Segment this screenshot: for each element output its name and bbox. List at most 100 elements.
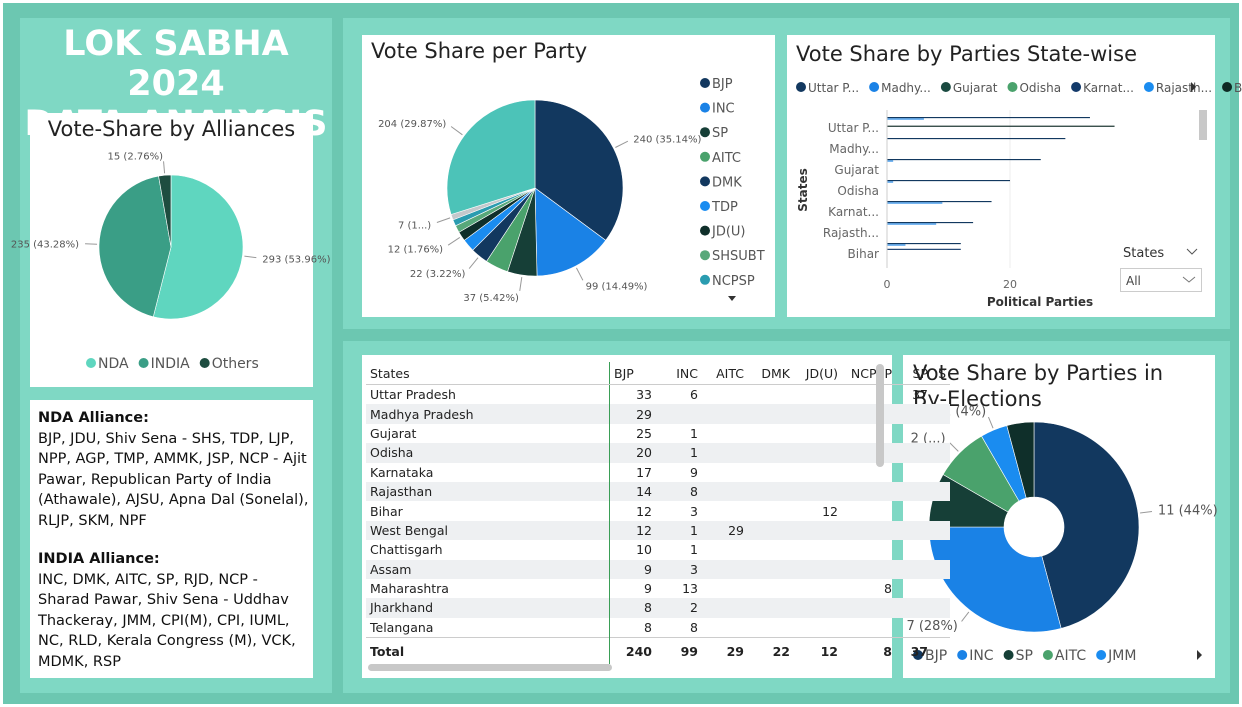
- table-cell: 25: [636, 425, 652, 441]
- table-cell: [748, 385, 794, 405]
- table-cell: Madhya Pradesh: [366, 404, 610, 424]
- table-cell: [896, 540, 932, 559]
- table-row: Jharkhand 8 2: [366, 598, 950, 618]
- column-header: INC: [656, 362, 702, 385]
- title-line: DATA ANALYSIS: [24, 104, 328, 144]
- total-cell: 22: [748, 637, 794, 665]
- table-cell: 33: [636, 387, 652, 403]
- table-row: Assam 9 3: [366, 559, 950, 579]
- table-cell: Jharkhand: [366, 598, 610, 618]
- chart-title: Vote Share by Parties in By-Elections: [913, 361, 1164, 411]
- chart-title: Vote-Share by Alliances: [47, 117, 296, 141]
- table-cell: [748, 501, 794, 520]
- table-row: Uttar Pradesh 33 6 37: [366, 384, 950, 405]
- table-cell: [896, 618, 932, 638]
- table-cell: [794, 521, 842, 540]
- table-cell: 8: [884, 581, 892, 597]
- table-cell: [896, 404, 932, 423]
- table-cell: Rajasthan: [366, 481, 610, 502]
- table-cell: [794, 385, 842, 405]
- alliance-notes: NDA Alliance: BJP, JDU, Shiv Sena - SHS, …: [38, 408, 310, 690]
- table-cell: Telangana: [366, 617, 610, 638]
- column-header: S: [932, 362, 950, 385]
- table-cell: 29: [728, 522, 744, 538]
- table-cell: [932, 463, 950, 482]
- table-row: Telangana 8 8: [366, 617, 950, 638]
- table-cell: 1: [690, 542, 698, 558]
- table-cell: [842, 560, 896, 579]
- table-cell: 1: [690, 445, 698, 461]
- table-cell: [656, 404, 702, 423]
- table-cell: [932, 501, 950, 520]
- table-cell: [748, 598, 794, 617]
- table-cell: [932, 385, 950, 405]
- table-cell: 3: [690, 503, 698, 519]
- table-cell: [794, 482, 842, 501]
- total-cell: 8: [842, 637, 896, 665]
- table-cell: Assam: [366, 559, 610, 579]
- table-row: Madhya Pradesh 29: [366, 404, 950, 424]
- table-cell: Karnataka: [366, 462, 610, 482]
- table-cell: [932, 404, 950, 423]
- table-cell: Bihar: [366, 501, 610, 521]
- alliance-block: INDIA Alliance: INC, DMK, AITC, SP, RJD, …: [38, 549, 310, 672]
- table-cell: [748, 521, 794, 540]
- total-cell: Total: [366, 637, 610, 665]
- table-cell: 3: [690, 561, 698, 577]
- table-cell: Odisha: [366, 443, 610, 463]
- table-cell: 9: [644, 561, 652, 577]
- title-line: LOK SABHA 2024: [63, 24, 289, 104]
- alliance-block: NDA Alliance: BJP, JDU, Shiv Sena - SHS, …: [38, 408, 310, 531]
- table-cell: [702, 618, 748, 638]
- table-cell: [896, 424, 932, 443]
- column-header: SP: [896, 362, 932, 385]
- column-header: DMK: [748, 362, 794, 385]
- scrollbar[interactable]: [876, 364, 884, 467]
- table-cell: [702, 598, 748, 617]
- table-cell: Maharashtra: [366, 578, 610, 599]
- table-cell: [896, 443, 932, 462]
- table-cell: [932, 521, 950, 540]
- table-cell: [842, 385, 896, 405]
- table-cell: [842, 540, 896, 559]
- table-cell: [932, 579, 950, 598]
- table-cell: [896, 560, 932, 579]
- table-cell: 6: [690, 387, 698, 403]
- table-cell: [702, 404, 748, 423]
- alliance-members: INC, DMK, AITC, SP, RJD, NCP - Sharad Pa…: [38, 571, 296, 670]
- table-cell: 29: [636, 406, 652, 422]
- scrollbar[interactable]: [368, 664, 612, 671]
- slicer-box[interactable]: [1120, 268, 1202, 292]
- table-row: West Bengal 12 1 29: [366, 520, 950, 541]
- table-cell: [842, 521, 896, 540]
- table-row: Chattisgarh 10 1: [366, 540, 950, 560]
- alliance-heading: INDIA Alliance:: [38, 551, 160, 567]
- column-header: AITC: [702, 362, 748, 385]
- table-cell: 13: [682, 581, 698, 597]
- table-cell: [702, 540, 748, 559]
- table-cell: [702, 560, 748, 579]
- table-cell: [748, 618, 794, 638]
- table-cell: [748, 579, 794, 598]
- table-cell: [748, 560, 794, 579]
- table-cell: [842, 482, 896, 501]
- table-cell: [842, 618, 896, 638]
- table-cell: [842, 424, 896, 443]
- table-row: Rajasthan 14 8: [366, 481, 950, 502]
- table-cell: 9: [690, 464, 698, 480]
- total-row: Total 240 99 29 22 12 8 37: [366, 637, 950, 665]
- table-row: Maharashtra 9 13 8: [366, 578, 950, 599]
- table-cell: 1: [690, 425, 698, 441]
- table-cell: [932, 482, 950, 501]
- table-cell: [932, 618, 950, 638]
- dashboard-title: LOK SABHA 2024 DATA ANALYSIS: [20, 24, 332, 144]
- scrollbar[interactable]: [1199, 110, 1207, 140]
- table-cell: [748, 540, 794, 559]
- table-cell: [932, 540, 950, 559]
- table-cell: 9: [644, 581, 652, 597]
- alliance-members: BJP, JDU, Shiv Sena - SHS, TDP, LJP, NPP…: [38, 430, 309, 529]
- table-cell: [896, 501, 932, 520]
- table-row: Karnataka 17 9: [366, 462, 950, 482]
- table-cell: [702, 424, 748, 443]
- table-cell: [794, 540, 842, 559]
